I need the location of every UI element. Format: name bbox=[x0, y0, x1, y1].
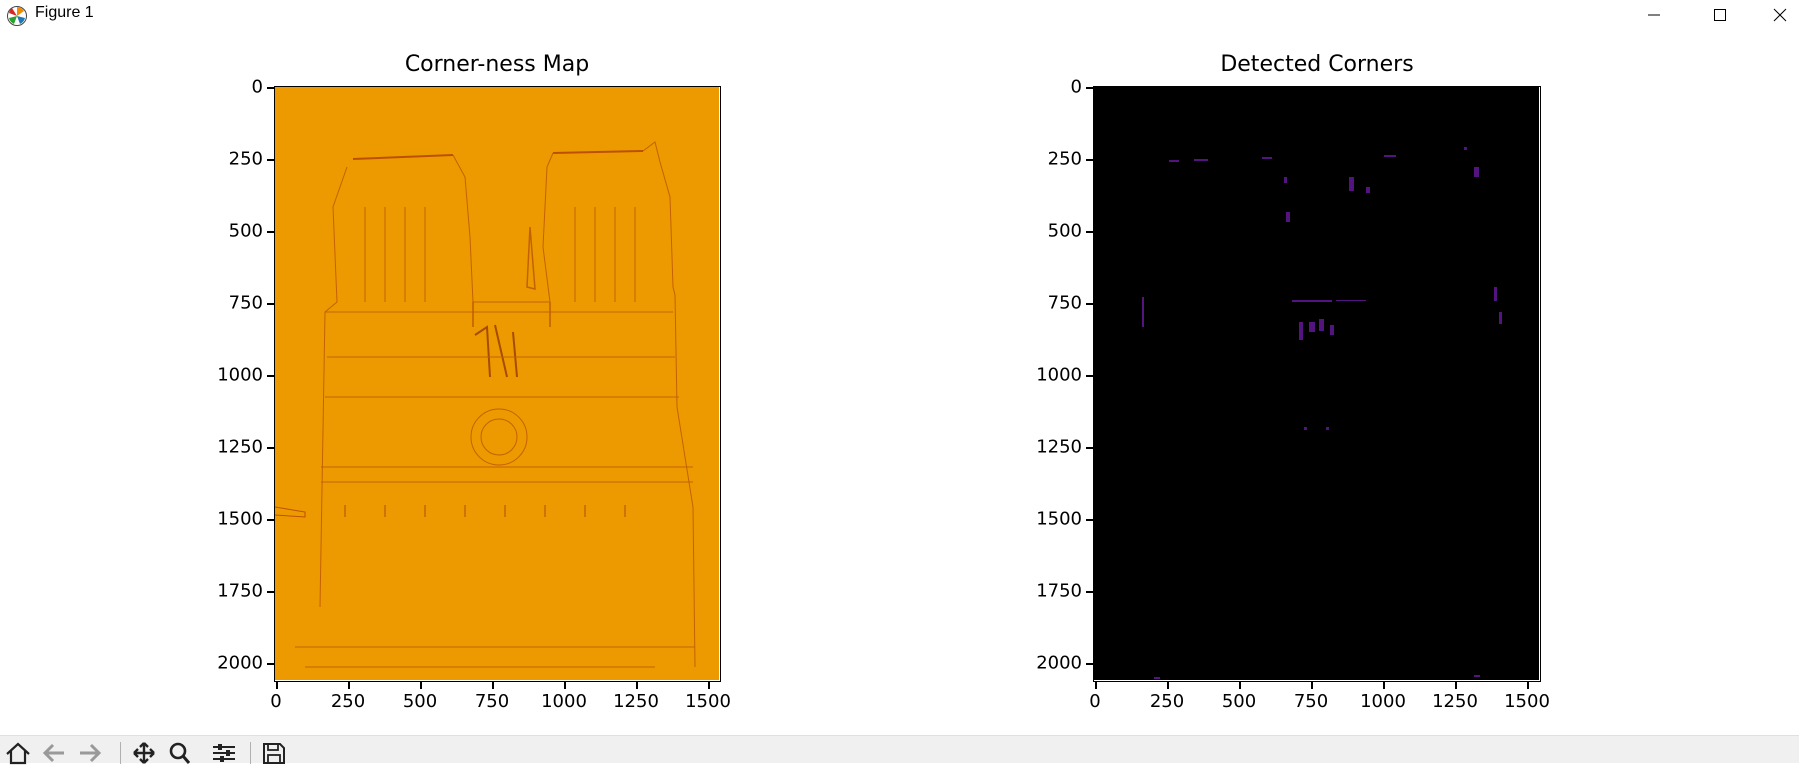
ytick-mark-left bbox=[267, 303, 274, 305]
navigation-toolbar bbox=[0, 735, 1799, 765]
pan-icon bbox=[133, 742, 155, 764]
xtick-mark-right bbox=[1095, 682, 1097, 689]
back-icon bbox=[42, 743, 64, 763]
xtick-mark-left bbox=[492, 682, 494, 689]
axes-title-left: Corner-ness Map bbox=[404, 52, 590, 77]
ytick-label-left: 1500 bbox=[217, 508, 263, 530]
ytick-mark-right bbox=[1086, 159, 1093, 161]
ytick-mark-left bbox=[267, 447, 274, 449]
xtick-label-left: 250 bbox=[330, 691, 366, 712]
ytick-mark-right bbox=[1086, 447, 1093, 449]
ytick-label-left: 2000 bbox=[217, 652, 263, 674]
ytick-label-right: 750 bbox=[1047, 292, 1082, 314]
ytick-label-right: 1500 bbox=[1036, 508, 1082, 530]
xtick-mark-left bbox=[420, 682, 422, 689]
close-button[interactable] bbox=[1749, 0, 1799, 30]
forward-icon bbox=[80, 743, 102, 763]
xtick-mark-left bbox=[276, 682, 278, 689]
xtick-label-right: 500 bbox=[1221, 691, 1257, 712]
xtick-label-left: 0 bbox=[270, 691, 282, 712]
ytick-mark-left bbox=[267, 159, 274, 161]
xtick-mark-left bbox=[564, 682, 566, 689]
ytick-label-right: 2000 bbox=[1036, 652, 1082, 674]
xtick-label-left: 1250 bbox=[613, 691, 659, 712]
ytick-label-right: 500 bbox=[1047, 220, 1082, 242]
corner-ness-map-raster bbox=[275, 87, 719, 680]
toolbar-separator bbox=[250, 742, 251, 764]
maximize-button[interactable] bbox=[1689, 0, 1749, 30]
xtick-label-left: 1500 bbox=[685, 691, 731, 712]
xtick-label-right: 1500 bbox=[1504, 691, 1550, 712]
ytick-label-right: 250 bbox=[1047, 148, 1082, 170]
ytick-mark-right bbox=[1086, 231, 1093, 233]
ytick-label-left: 1000 bbox=[217, 364, 263, 386]
ytick-label-right: 1750 bbox=[1036, 580, 1082, 602]
ytick-mark-right bbox=[1086, 591, 1093, 593]
ytick-mark-right bbox=[1086, 519, 1093, 521]
zoom-button[interactable] bbox=[164, 739, 196, 767]
ytick-mark-right bbox=[1086, 87, 1093, 89]
xtick-label-left: 750 bbox=[474, 691, 510, 712]
xtick-mark-right bbox=[1311, 682, 1313, 689]
minimize-icon bbox=[1648, 14, 1660, 16]
ytick-label-left: 0 bbox=[251, 76, 263, 98]
detected-corners-raster bbox=[1094, 87, 1539, 680]
ytick-mark-left bbox=[267, 87, 274, 89]
window-titlebar: Figure 1 bbox=[0, 0, 1799, 30]
ytick-mark-right bbox=[1086, 303, 1093, 305]
xtick-label-right: 250 bbox=[1149, 691, 1185, 712]
xtick-label-right: 1000 bbox=[1360, 691, 1406, 712]
zoom-icon bbox=[169, 742, 191, 764]
configure-subplots-icon bbox=[213, 744, 235, 762]
save-icon bbox=[263, 743, 285, 764]
configure-subplots-button[interactable] bbox=[208, 739, 240, 767]
xtick-mark-right bbox=[1383, 682, 1385, 689]
ytick-mark-left bbox=[267, 375, 274, 377]
xtick-mark-right bbox=[1239, 682, 1241, 689]
ytick-label-left: 750 bbox=[228, 292, 263, 314]
toolbar-separator bbox=[120, 742, 121, 764]
xtick-mark-right bbox=[1527, 682, 1529, 689]
xtick-mark-left bbox=[348, 682, 350, 689]
xtick-label-left: 500 bbox=[402, 691, 438, 712]
xtick-mark-left bbox=[708, 682, 710, 689]
back-button[interactable] bbox=[38, 739, 70, 767]
forward-button[interactable] bbox=[74, 739, 106, 767]
ytick-mark-right bbox=[1086, 663, 1093, 665]
xtick-label-right: 0 bbox=[1089, 691, 1101, 712]
xtick-label-right: 750 bbox=[1293, 691, 1329, 712]
xtick-label-right: 1250 bbox=[1432, 691, 1478, 712]
ytick-label-left: 500 bbox=[228, 220, 263, 242]
figure-canvas[interactable]: Corner-ness Map bbox=[0, 30, 1799, 735]
window-title: Figure 1 bbox=[35, 4, 94, 21]
axes-title-right: Detected Corners bbox=[1220, 52, 1414, 77]
ytick-label-right: 1000 bbox=[1036, 364, 1082, 386]
maximize-icon bbox=[1714, 9, 1726, 21]
close-icon bbox=[1773, 8, 1787, 22]
ytick-mark-right bbox=[1086, 375, 1093, 377]
detected-corners-image[interactable] bbox=[1093, 86, 1541, 682]
pan-button[interactable] bbox=[128, 739, 160, 767]
minimize-button[interactable] bbox=[1623, 0, 1683, 30]
ytick-label-right: 1250 bbox=[1036, 436, 1082, 458]
home-icon bbox=[6, 742, 30, 765]
ytick-mark-left bbox=[267, 519, 274, 521]
ytick-mark-left bbox=[267, 591, 274, 593]
ytick-mark-left bbox=[267, 231, 274, 233]
xtick-mark-left bbox=[636, 682, 638, 689]
xtick-label-left: 1000 bbox=[541, 691, 587, 712]
save-button[interactable] bbox=[258, 739, 290, 767]
ytick-mark-left bbox=[267, 663, 274, 665]
corner-ness-map-image[interactable] bbox=[274, 86, 721, 682]
xtick-mark-right bbox=[1455, 682, 1457, 689]
xtick-mark-right bbox=[1167, 682, 1169, 689]
ytick-label-left: 1750 bbox=[217, 580, 263, 602]
ytick-label-left: 1250 bbox=[217, 436, 263, 458]
ytick-label-left: 250 bbox=[228, 148, 263, 170]
matplotlib-logo-icon bbox=[7, 6, 27, 26]
home-button[interactable] bbox=[2, 739, 34, 767]
ytick-label-right: 0 bbox=[1070, 76, 1082, 98]
